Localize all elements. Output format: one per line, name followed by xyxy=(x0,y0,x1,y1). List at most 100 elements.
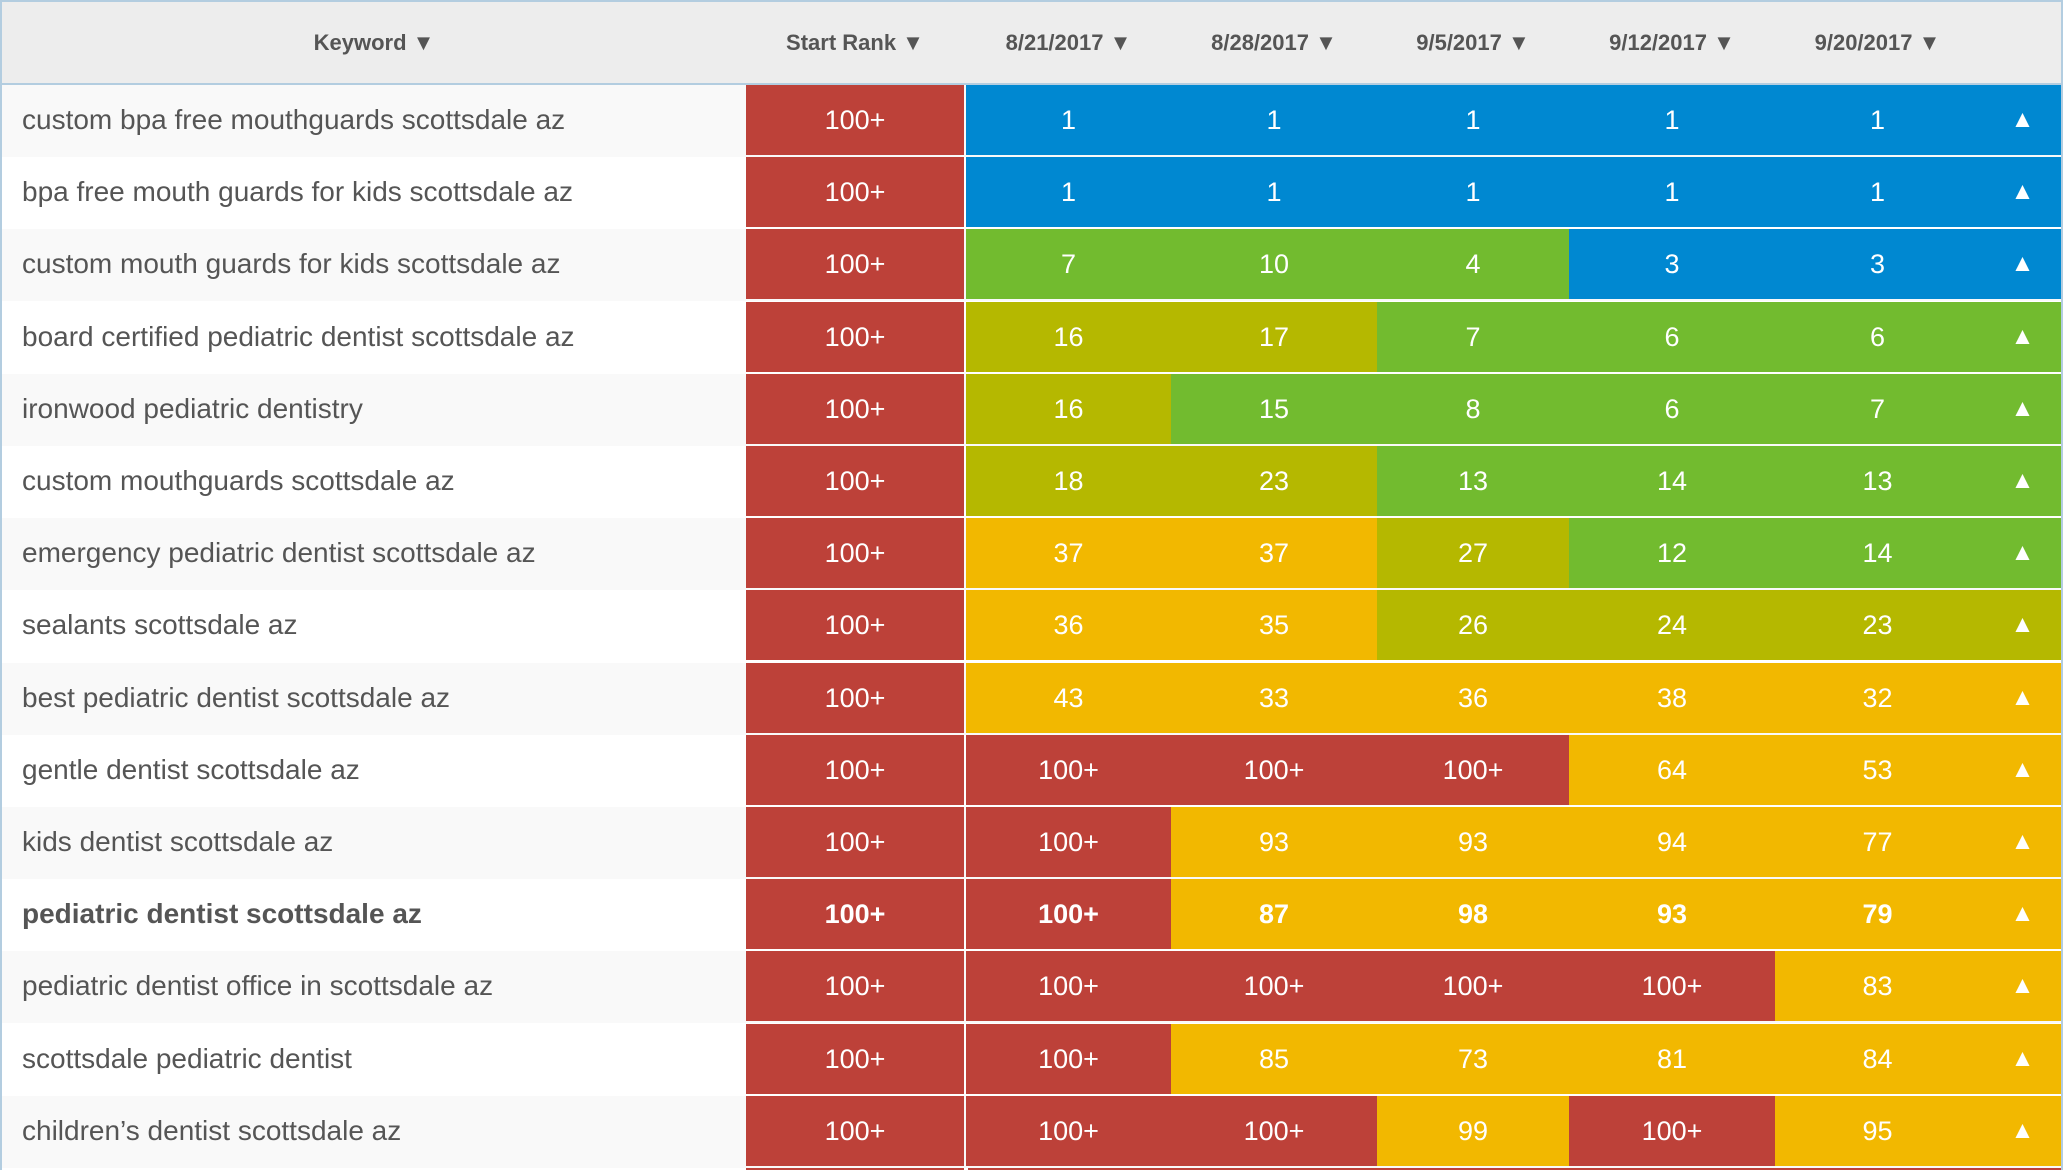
rank-cell: 37 xyxy=(1171,518,1377,589)
up-triangle-icon: ▲ xyxy=(1980,807,2061,877)
rank-cell: 1 xyxy=(966,157,1171,228)
table-header: Keyword ▼ Start Rank ▼ 8/21/2017 ▼ 8/28/… xyxy=(2,2,2061,85)
rank-cell: 12 xyxy=(1569,518,1775,589)
rank-cell: 99 xyxy=(1377,1095,1569,1166)
rank-cell: 23 xyxy=(1775,590,1980,661)
date-column-header[interactable]: 8/21/2017 ▼ xyxy=(1005,30,1132,55)
up-triangle-icon: ▲ xyxy=(1980,879,2061,950)
keyword-cell: gentle dentist scottsdale az xyxy=(22,753,360,785)
start-rank-cell: 100+ xyxy=(746,85,964,155)
rank-cell: 100+ xyxy=(1569,1095,1775,1166)
start-rank-cell: 100+ xyxy=(746,518,964,589)
up-triangle-icon: ▲ xyxy=(1980,734,2061,805)
rank-cell: 93 xyxy=(1569,879,1775,950)
up-triangle-icon: ▲ xyxy=(1980,951,2061,1022)
rank-cell: 23 xyxy=(1171,446,1377,516)
date-column-header[interactable]: 9/5/2017 ▼ xyxy=(1416,30,1530,55)
up-triangle-icon: ▲ xyxy=(1980,229,2061,300)
rank-cell: 43 xyxy=(966,662,1171,733)
keyword-cell: emergency pediatric dentist scottsdale a… xyxy=(22,537,536,569)
rank-cell: 1 xyxy=(1775,85,1980,155)
rank-cell: 100+ xyxy=(966,1095,1171,1166)
rank-cell: 77 xyxy=(1775,807,1980,877)
rank-cell: 1 xyxy=(1171,157,1377,228)
rank-cell: 37 xyxy=(966,518,1171,589)
keyword-cell: custom bpa free mouthguards scottsdale a… xyxy=(22,104,566,135)
rank-cell: 93 xyxy=(1377,807,1569,877)
up-triangle-icon: ▲ xyxy=(1980,373,2061,444)
rank-cell: 100+ xyxy=(1569,951,1775,1022)
table-row: pediatric dentist scottsdale az 100+ 100+ 8… xyxy=(2,879,2061,952)
up-triangle-icon: ▲ xyxy=(1980,301,2061,372)
keyword-cell: kids dentist scottsdale az xyxy=(22,826,334,857)
keyword-column-header[interactable]: Keyword ▼ xyxy=(313,30,435,55)
date-column-header[interactable]: 9/20/2017 ▼ xyxy=(1814,30,1941,55)
start-rank-cell: 100+ xyxy=(746,951,964,1022)
table-row: best pediatric dentist scottsdale az 100+… xyxy=(2,662,2061,735)
rank-cell: 6 xyxy=(1569,301,1775,372)
up-triangle-icon: ▲ xyxy=(1980,518,2061,589)
up-triangle-icon: ▲ xyxy=(1980,590,2061,661)
start-rank-cell: 100+ xyxy=(746,879,964,950)
keyword-cell: ironwood pediatric dentistry xyxy=(22,392,363,424)
keyword-cell: children’s dentist scottsdale az xyxy=(22,1114,402,1146)
rank-cell: 27 xyxy=(1377,518,1569,589)
start-rank-cell: 100+ xyxy=(746,301,964,372)
rank-cell: 16 xyxy=(966,301,1171,372)
rank-cell: 1 xyxy=(1569,157,1775,228)
rank-cell: 100+ xyxy=(966,807,1171,877)
rank-cell: 3 xyxy=(1775,229,1980,300)
start-rank-cell: 100+ xyxy=(746,157,964,228)
up-triangle-icon: ▲ xyxy=(1980,1023,2061,1094)
rank-cell: 6 xyxy=(1569,373,1775,444)
start-rank-cell: 100+ xyxy=(746,229,964,300)
table-row: pediatric dentist office in scottsdale a… xyxy=(2,951,2061,1024)
table-row: board certified pediatric dentist scotts… xyxy=(2,301,2061,374)
rank-cell: 1 xyxy=(966,85,1171,155)
rank-cell: 100+ xyxy=(1171,951,1377,1022)
rank-cell: 53 xyxy=(1775,734,1980,805)
rank-cell: 7 xyxy=(1775,373,1980,444)
up-triangle-icon: ▲ xyxy=(1980,446,2061,516)
keyword-cell: pediatric dentist office in scottsdale a… xyxy=(22,970,494,1002)
rank-cell: 38 xyxy=(1569,662,1775,733)
keyword-cell: custom mouth guards for kids scottsdale … xyxy=(22,248,561,280)
rank-cell: 8 xyxy=(1377,373,1569,444)
rank-cell: 3 xyxy=(1569,229,1775,300)
rank-cell: 1 xyxy=(1569,85,1775,155)
rank-cell: 1 xyxy=(1775,157,1980,228)
table-row: bpa free mouth guards for kids scottsdal… xyxy=(2,157,2061,230)
table-row: custom mouth guards for kids scottsdale … xyxy=(2,229,2061,302)
rank-cell: 18 xyxy=(966,446,1171,516)
rank-cell: 98 xyxy=(1377,879,1569,950)
start-rank-cell: 100+ xyxy=(746,446,964,516)
rank-cell: 14 xyxy=(1775,518,1980,589)
table-row: children’s dentist scottsdale az 100+ 100+… xyxy=(2,1095,2061,1168)
rank-cell: 15 xyxy=(1171,373,1377,444)
date-column-header[interactable]: 9/12/2017 ▼ xyxy=(1609,30,1735,55)
start-rank-cell: 100+ xyxy=(746,1095,964,1166)
rank-cell: 7 xyxy=(1377,301,1569,372)
rank-cell: 36 xyxy=(966,590,1171,661)
rank-cell: 16 xyxy=(966,373,1171,444)
date-column-header[interactable]: 8/28/2017 ▼ xyxy=(1211,30,1337,55)
start-rank-cell: 100+ xyxy=(746,373,964,444)
start-rank-cell: 100+ xyxy=(746,1023,964,1094)
table-row: gentle dentist scottsdale az 100+ 100+ 100+… xyxy=(2,734,2061,807)
rank-cell: 24 xyxy=(1569,590,1775,661)
up-triangle-icon: ▲ xyxy=(1980,662,2061,733)
keyword-cell: custom mouthguards scottsdale az xyxy=(22,465,455,496)
rank-cell: 100+ xyxy=(966,734,1171,805)
keyword-cell: sealants scottsdale az xyxy=(22,609,298,641)
table-row: scottsdale pediatric dentist 100+ 100+ 85 73… xyxy=(2,1023,2061,1096)
keyword-cell: scottsdale pediatric dentist xyxy=(22,1042,352,1074)
rank-cell: 33 xyxy=(1171,662,1377,733)
up-triangle-icon: ▲ xyxy=(1980,157,2061,228)
start-rank-column-header[interactable]: Start Rank ▼ xyxy=(786,30,924,55)
table-row: kids dentist scottsdale az 100+ 100+ 93 93 94… xyxy=(2,807,2061,879)
rank-cell: 100+ xyxy=(966,1023,1171,1094)
rank-cell: 100+ xyxy=(1377,734,1569,805)
rank-cell: 32 xyxy=(1775,662,1980,733)
rank-cell: 13 xyxy=(1775,446,1980,516)
start-rank-cell: 100+ xyxy=(746,807,964,877)
